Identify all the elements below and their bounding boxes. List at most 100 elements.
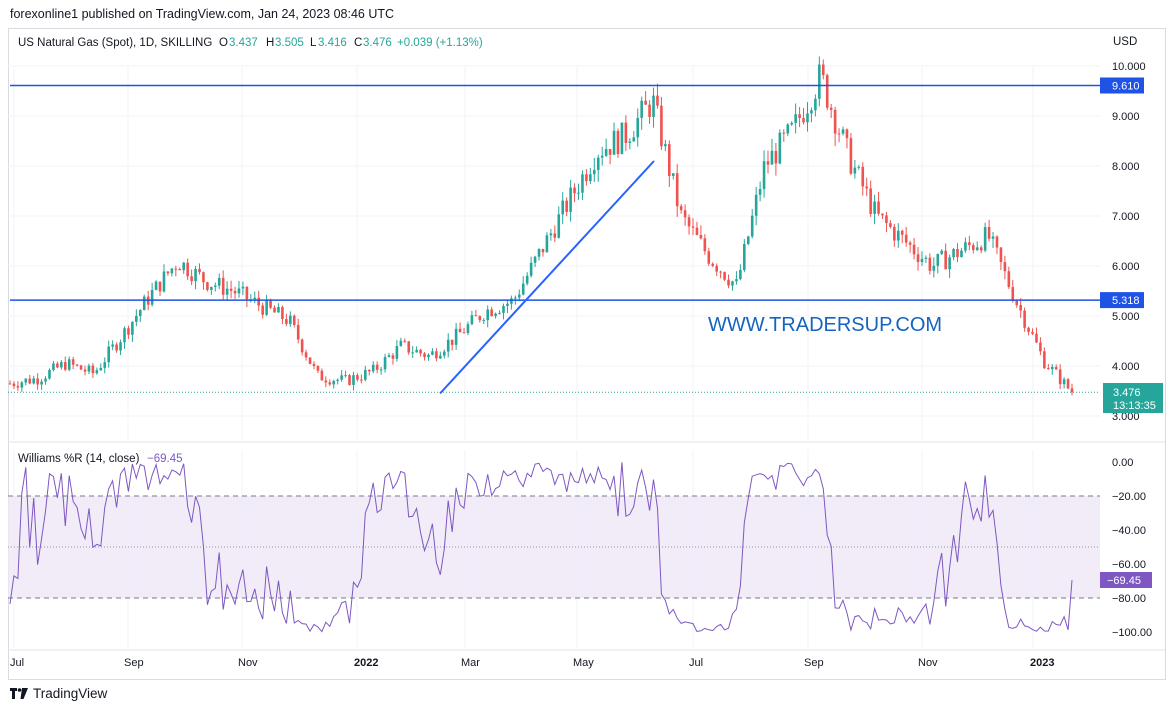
candle-body xyxy=(525,275,529,284)
candle-body xyxy=(857,166,861,168)
candle-body xyxy=(253,297,257,300)
candle-body xyxy=(1027,327,1030,332)
candle-body xyxy=(924,257,928,259)
candle-body xyxy=(87,365,91,372)
open-value: 3.437 xyxy=(229,37,258,49)
candle-body xyxy=(656,95,659,106)
candle-body xyxy=(225,288,229,295)
watermark: WWW.TRADERSUP.COM xyxy=(708,314,942,336)
candle-body xyxy=(818,64,821,99)
candle-body xyxy=(628,141,632,143)
candle-body xyxy=(91,365,95,374)
candle-body xyxy=(683,210,687,218)
candle-body xyxy=(1066,379,1070,389)
candle-body xyxy=(415,349,418,353)
candle-body xyxy=(435,351,438,359)
candle-body xyxy=(948,257,951,270)
candle-body xyxy=(150,289,154,305)
candle-body xyxy=(845,129,849,139)
candle-body xyxy=(439,355,442,359)
candle-body xyxy=(194,268,197,282)
candle-body xyxy=(944,250,947,270)
candle-body xyxy=(577,192,580,194)
candle-body xyxy=(135,315,138,322)
candle-body xyxy=(802,117,805,123)
candle-body xyxy=(908,242,912,245)
candle-body xyxy=(233,290,237,294)
candle-body xyxy=(79,365,83,370)
candle-body xyxy=(99,367,103,371)
candle-body xyxy=(308,357,312,364)
o-label: O xyxy=(219,37,228,49)
candle-body xyxy=(739,269,742,280)
candle-body xyxy=(707,251,711,264)
candle-body xyxy=(158,281,162,292)
williams-tick-label: 0.00 xyxy=(1112,457,1133,469)
candle-body xyxy=(12,383,16,387)
candle-body xyxy=(675,173,679,207)
candle-body xyxy=(367,369,371,372)
candle-body xyxy=(498,312,501,314)
candle-body xyxy=(932,265,936,271)
candle-body xyxy=(829,107,833,110)
close-value: 3.476 xyxy=(363,37,392,49)
williams-band xyxy=(8,495,1100,599)
candle-body xyxy=(798,114,801,118)
candle-body xyxy=(458,328,462,333)
candle-body xyxy=(995,236,999,248)
candle-body xyxy=(269,299,272,308)
candle-body xyxy=(48,369,51,379)
williams-tick-label: −100.00 xyxy=(1112,627,1152,639)
candle-body xyxy=(115,344,118,351)
candle-body xyxy=(624,122,628,143)
candle-body xyxy=(743,244,746,270)
candle-body xyxy=(510,298,513,304)
time-tick-label: Sep xyxy=(804,657,824,669)
candle-body xyxy=(186,262,189,277)
price-series[interactable] xyxy=(8,56,1100,396)
l-label: L xyxy=(310,37,317,49)
candle-body xyxy=(1050,366,1054,370)
time-tick-label: May xyxy=(573,657,594,669)
candle-body xyxy=(774,150,778,164)
candle-body xyxy=(320,370,324,381)
candle-body xyxy=(964,242,967,251)
candle-body xyxy=(466,324,470,334)
price-tick-label: 7.000 xyxy=(1112,211,1140,223)
candle-body xyxy=(687,217,691,227)
change-value: +0.039 (+1.13%) xyxy=(397,37,483,49)
time-tick-label: Mar xyxy=(461,657,480,669)
candle-body xyxy=(711,263,715,266)
candle-body xyxy=(636,117,640,138)
candle-body xyxy=(178,269,182,271)
horizontal-levels[interactable]: 9.610 5.318 xyxy=(10,77,1144,395)
candle-body xyxy=(217,277,221,286)
candle-body xyxy=(825,75,829,108)
candle-body xyxy=(486,309,490,321)
candle-body xyxy=(379,369,383,371)
candle-body xyxy=(265,299,268,315)
candle-body xyxy=(1035,333,1038,343)
candle-body xyxy=(514,297,517,299)
candle-body xyxy=(960,250,963,258)
williams-series[interactable] xyxy=(9,462,1073,633)
symbol-info: US Natural Gas (Spot), 1D, SKILLING O 3.… xyxy=(18,37,483,49)
candle-body xyxy=(190,276,193,282)
candle-body xyxy=(1015,300,1019,306)
williams-tick-label: −80.00 xyxy=(1112,593,1146,605)
candle-body xyxy=(632,137,636,142)
candle-body xyxy=(786,124,790,134)
level-badge xyxy=(1100,292,1144,309)
candle-body xyxy=(1007,271,1011,288)
chart-frame xyxy=(8,28,1166,680)
c-label: C xyxy=(354,37,362,49)
candle-body xyxy=(746,236,750,245)
candle-body xyxy=(865,186,869,189)
candle-body xyxy=(794,114,797,123)
candle-body xyxy=(281,307,284,320)
candle-body xyxy=(517,294,521,298)
candle-body xyxy=(940,250,944,254)
candle-body xyxy=(885,215,888,224)
candle-body xyxy=(111,344,114,347)
